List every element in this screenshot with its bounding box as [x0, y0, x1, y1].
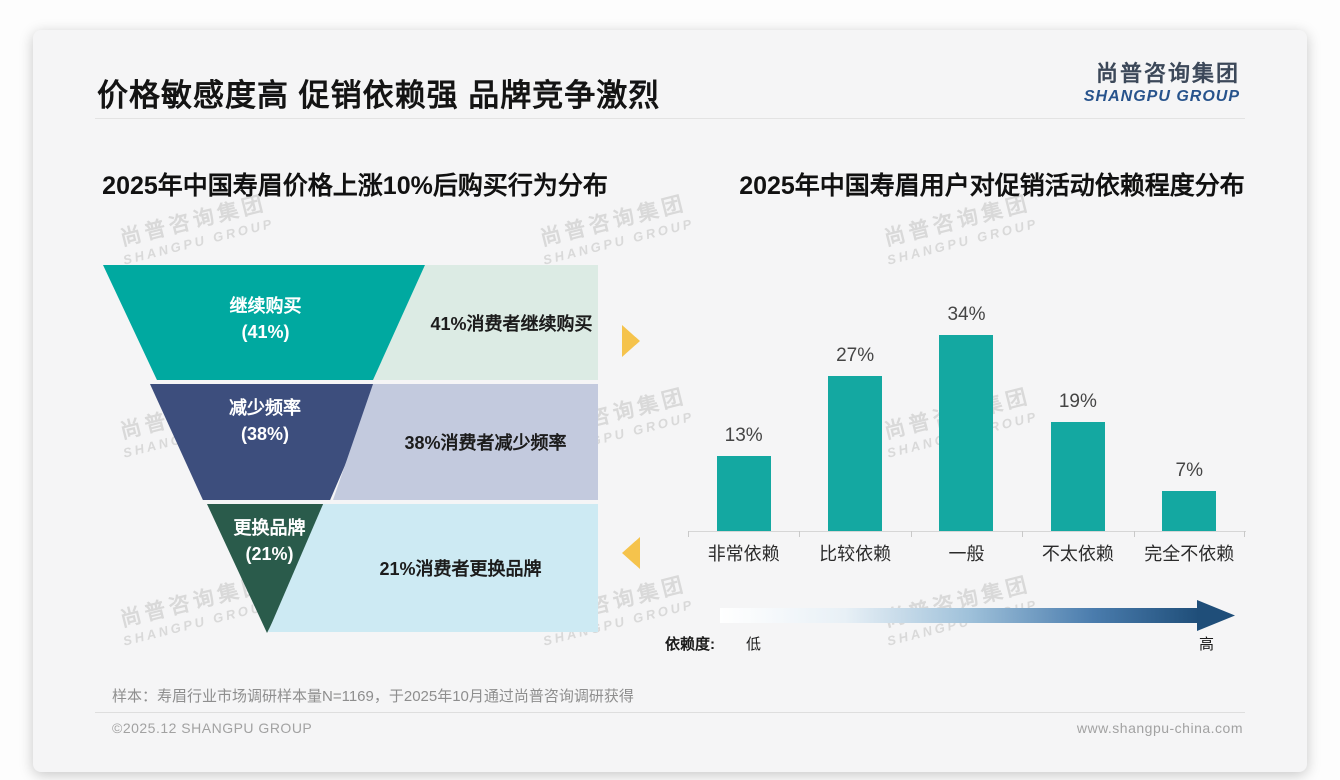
sample-note: 样本：寿眉行业市场调研样本量N=1169，于2025年10月通过尚普咨询调研获得 [112, 688, 634, 705]
bar-value-label: 27% [836, 345, 875, 366]
x-axis-ticks [688, 531, 1245, 538]
arrow-right-icon [622, 325, 640, 357]
bar [828, 376, 883, 531]
funnel-side-note: 41%消费者继续购买 [430, 313, 593, 334]
axis-tick [799, 531, 801, 537]
footer-divider [95, 712, 1245, 713]
bar-slot: 13% [688, 425, 799, 531]
dependency-low-label: 低 [746, 636, 762, 653]
bar [1050, 422, 1105, 531]
funnel-side-note: 38%消费者减少频率 [404, 433, 567, 453]
bar [939, 335, 994, 531]
bar-value-label: 7% [1175, 460, 1203, 481]
dependency-high-label: 高 [1199, 636, 1215, 653]
bar-value-label: 34% [947, 304, 986, 325]
bar-category-label: 不太依赖 [1041, 544, 1114, 564]
logo-chinese-text: 尚普咨询集团 [1095, 61, 1240, 86]
funnel-segment-continue: 继续购买 (41%) [103, 265, 428, 380]
bar-value-label: 19% [1058, 391, 1097, 412]
bar-category-label: 比较依赖 [819, 544, 892, 564]
bar-slot: 19% [1022, 391, 1133, 531]
bar-value-label: 13% [724, 425, 763, 446]
bar-category-label: 完全不依赖 [1144, 544, 1235, 564]
bar-slot: 27% [799, 345, 910, 531]
company-logo: 尚普咨询集团 SHANGPU GROUP [1084, 56, 1240, 106]
bar-slot: 7% [1134, 460, 1245, 531]
funnel-side-note: 21%消费者更换品牌 [379, 559, 542, 579]
website-text: www.shangpu-china.com [1076, 720, 1243, 736]
axis-tick [1022, 531, 1024, 537]
bar-chart-plot: 13% 27% 34% 19% 7% [688, 290, 1245, 531]
x-axis-line [688, 531, 1246, 532]
bar [716, 456, 771, 531]
bar-slot: 34% [911, 304, 1022, 531]
bar-chart-title: 2025年中国寿眉用户对促销活动依赖程度分布 [739, 172, 1245, 200]
funnel-segment-text: 继续购买 (41%) [229, 295, 302, 342]
funnel-chart-title: 2025年中国寿眉价格上涨10%后购买行为分布 [102, 172, 608, 200]
slide-card: 尚普咨询集团 SHANGPU GROUP 尚普咨询集团 SHANGPU GROUP 尚普… [33, 30, 1307, 772]
funnel-side-panel-reduce: 38%消费者减少频率 [333, 384, 598, 500]
dependency-scale-label: 依赖度: [665, 636, 715, 653]
logo-english-text: SHANGPU GROUP [1083, 88, 1240, 105]
axis-tick [688, 531, 689, 537]
funnel-segment-text: 减少频率 (38%) [229, 398, 301, 444]
copyright-text: ©2025.12 SHANGPU GROUP [112, 720, 313, 736]
slide-title: 价格敏感度高 促销依赖强 品牌竞争激烈 [97, 78, 661, 113]
axis-tick [1244, 531, 1245, 537]
bar [1162, 491, 1217, 531]
bar-category-labels: 非常依赖 比较依赖 一般 不太依赖 完全不依赖 [688, 540, 1245, 566]
bar-category-label: 非常依赖 [707, 544, 780, 564]
funnel-segment-text: 更换品牌 (21%) [233, 517, 306, 564]
axis-tick [1133, 531, 1135, 537]
axis-tick [910, 531, 912, 537]
dependency-gradient-bar [720, 608, 1199, 623]
arrow-left-icon [622, 537, 640, 569]
header-divider [95, 118, 1245, 119]
gradient-arrowhead-icon [1197, 600, 1235, 631]
bar-category-label: 一般 [948, 544, 985, 564]
funnel-side-panel-switch: 21%消费者更换品牌 [268, 504, 598, 632]
